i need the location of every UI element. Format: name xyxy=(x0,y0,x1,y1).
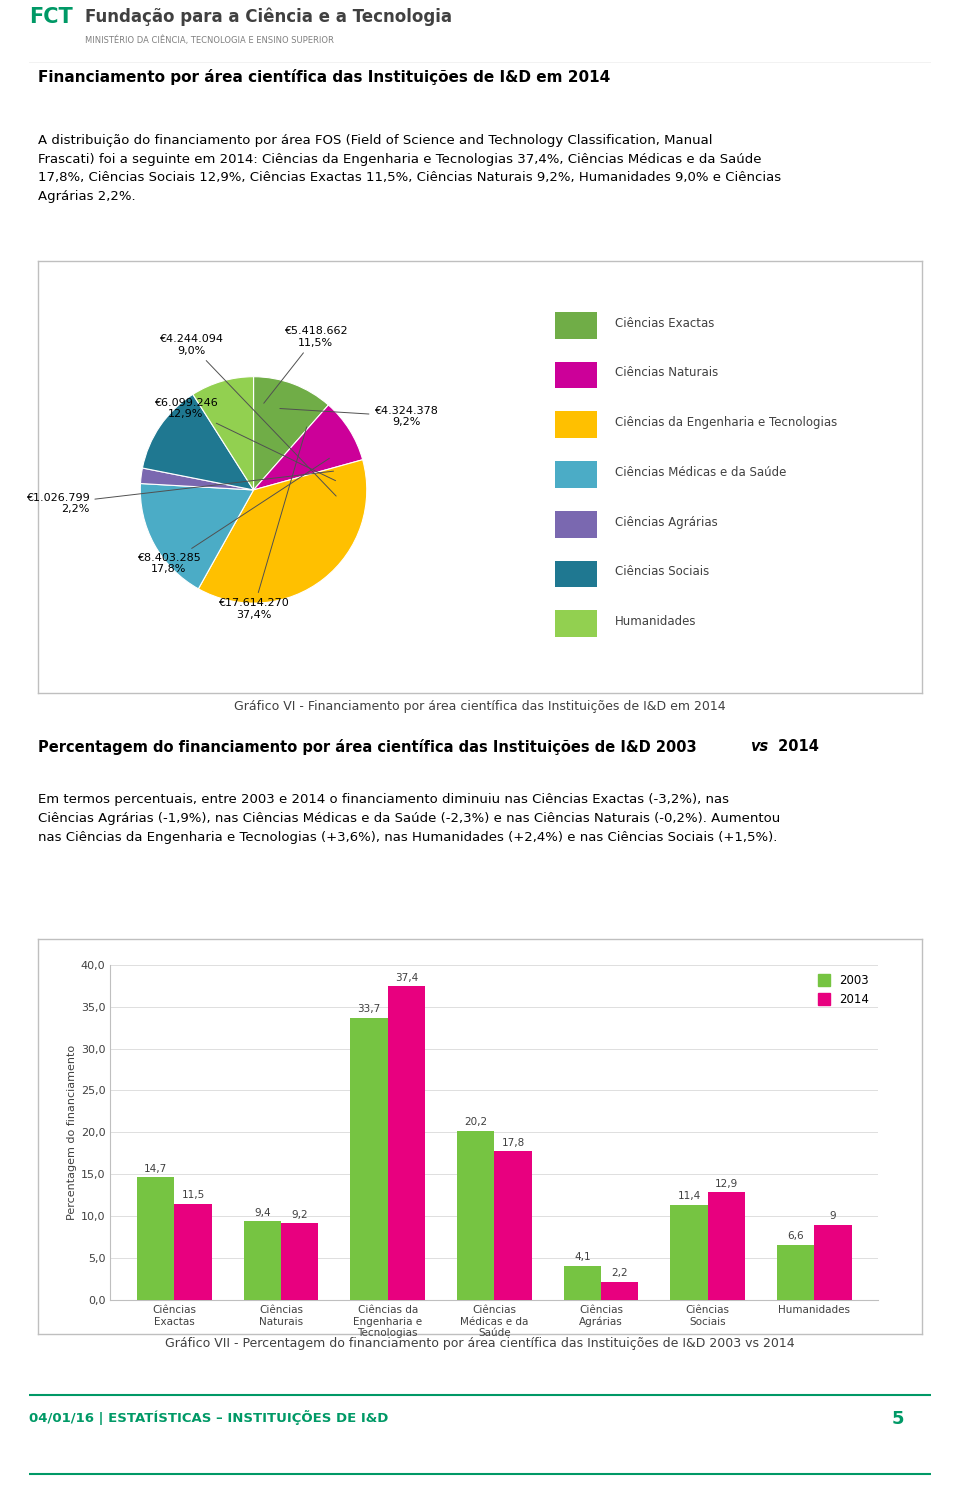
Text: Fundação para a Ciência e a Tecnologia: Fundação para a Ciência e a Tecnologia xyxy=(84,7,452,25)
Text: Ciências Agrárias: Ciências Agrárias xyxy=(615,516,718,529)
Bar xyxy=(708,1191,745,1300)
Bar xyxy=(555,362,597,389)
Bar xyxy=(244,1221,281,1300)
Text: MINISTÉRIO DA CIÊNCIA, TECNOLOGIA E ENSINO SUPERIOR: MINISTÉRIO DA CIÊNCIA, TECNOLOGIA E ENSI… xyxy=(84,36,334,46)
Bar xyxy=(555,312,597,338)
Text: A distribuição do financiamento por área FOS (Field of Science and Technology Cl: A distribuição do financiamento por área… xyxy=(38,134,781,203)
Text: €4.324.378
9,2%: €4.324.378 9,2% xyxy=(280,406,439,426)
Wedge shape xyxy=(253,377,328,491)
Text: 33,7: 33,7 xyxy=(357,1003,381,1014)
Text: FCT: FCT xyxy=(29,7,73,27)
Text: 04/01/16 | ESTATÍSTICAS – INSTITUIÇÕES DE I&D: 04/01/16 | ESTATÍSTICAS – INSTITUIÇÕES D… xyxy=(29,1410,388,1425)
Text: 11,4: 11,4 xyxy=(678,1191,701,1202)
Bar xyxy=(601,1282,638,1300)
Text: 12,9: 12,9 xyxy=(715,1178,738,1188)
Text: vs: vs xyxy=(751,740,769,754)
Text: €6.099.246
12,9%: €6.099.246 12,9% xyxy=(154,398,336,480)
Text: 4,1: 4,1 xyxy=(574,1252,590,1263)
Wedge shape xyxy=(142,394,253,491)
Bar xyxy=(555,412,597,438)
Bar xyxy=(388,987,425,1300)
Text: 37,4: 37,4 xyxy=(395,974,418,983)
Bar xyxy=(137,1176,175,1300)
Text: 9,4: 9,4 xyxy=(254,1208,271,1218)
Text: €4.244.094
9,0%: €4.244.094 9,0% xyxy=(159,334,336,497)
Wedge shape xyxy=(253,406,363,491)
Text: €5.418.662
11,5%: €5.418.662 11,5% xyxy=(264,327,348,403)
Bar xyxy=(350,1017,388,1300)
Text: 14,7: 14,7 xyxy=(144,1163,167,1173)
Wedge shape xyxy=(140,468,253,491)
Text: Financiamento por área científica das Instituições de I&D em 2014: Financiamento por área científica das In… xyxy=(38,69,611,85)
Bar xyxy=(555,561,597,587)
Text: 5: 5 xyxy=(892,1410,904,1428)
Text: Gráfico VI - Financiamento por área científica das Instituições de I&D em 2014: Gráfico VI - Financiamento por área cien… xyxy=(234,701,726,713)
Text: Ciências Sociais: Ciências Sociais xyxy=(615,565,709,579)
Text: Ciências Naturais: Ciências Naturais xyxy=(615,367,718,379)
Legend: 2003, 2014: 2003, 2014 xyxy=(814,971,873,1009)
Text: 11,5: 11,5 xyxy=(181,1190,204,1200)
Text: 2,2: 2,2 xyxy=(612,1269,628,1278)
Bar xyxy=(555,461,597,488)
Text: Ciências Médicas e da Saúde: Ciências Médicas e da Saúde xyxy=(615,465,786,479)
Wedge shape xyxy=(193,377,253,491)
Bar xyxy=(777,1245,814,1300)
Text: 9,2: 9,2 xyxy=(292,1209,308,1220)
Text: 2014: 2014 xyxy=(773,740,819,754)
Y-axis label: Percentagem do financiamento: Percentagem do financiamento xyxy=(67,1045,77,1220)
Text: Percentagem do financiamento por área científica das Instituições de I&D 2003: Percentagem do financiamento por área ci… xyxy=(38,740,702,754)
Text: 9: 9 xyxy=(829,1211,836,1221)
Bar xyxy=(175,1203,212,1300)
Bar xyxy=(281,1223,319,1300)
Text: Em termos percentuais, entre 2003 e 2014 o financiamento diminuiu nas Ciências E: Em termos percentuais, entre 2003 e 2014… xyxy=(38,793,780,844)
Bar xyxy=(457,1130,494,1300)
Bar xyxy=(670,1205,708,1300)
Bar xyxy=(555,511,597,538)
Text: Humanidades: Humanidades xyxy=(615,616,697,628)
Text: Ciências Exactas: Ciências Exactas xyxy=(615,316,714,330)
Text: 20,2: 20,2 xyxy=(465,1117,488,1127)
Text: Gráfico VII - Percentagem do financiamento por área científica das Instituições : Gráfico VII - Percentagem do financiamen… xyxy=(165,1337,795,1349)
Text: 17,8: 17,8 xyxy=(501,1138,525,1148)
Bar xyxy=(564,1266,601,1300)
Wedge shape xyxy=(140,483,253,589)
Bar xyxy=(494,1151,532,1300)
Text: 6,6: 6,6 xyxy=(787,1232,804,1242)
Text: €1.026.799
2,2%: €1.026.799 2,2% xyxy=(26,471,333,514)
Text: €17.614.270
37,4%: €17.614.270 37,4% xyxy=(218,426,306,620)
Text: €8.403.285
17,8%: €8.403.285 17,8% xyxy=(136,458,329,574)
Text: Ciências da Engenharia e Tecnologias: Ciências da Engenharia e Tecnologias xyxy=(615,416,837,429)
Bar xyxy=(814,1224,852,1300)
Wedge shape xyxy=(199,459,367,604)
Bar xyxy=(555,610,597,637)
